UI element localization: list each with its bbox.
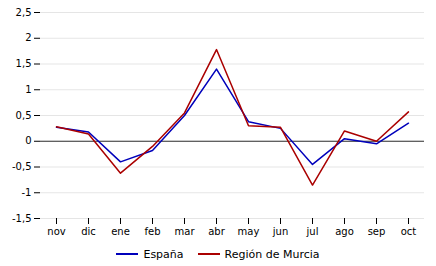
svg-text:2,5: 2,5 xyxy=(16,7,32,18)
svg-text:jun: jun xyxy=(272,226,288,237)
svg-text:-1: -1 xyxy=(22,187,32,198)
svg-text:ago: ago xyxy=(335,226,354,237)
svg-text:nov: nov xyxy=(47,226,65,237)
svg-text:0,5: 0,5 xyxy=(16,110,32,121)
html-text:España: España xyxy=(143,247,184,261)
svg-text:-0,5: -0,5 xyxy=(12,161,32,172)
svg-text:mar: mar xyxy=(175,226,196,237)
svg-text:jul: jul xyxy=(306,226,319,237)
svg-text:2: 2 xyxy=(25,32,31,43)
svg-text:abr: abr xyxy=(208,226,225,237)
svg-text:may: may xyxy=(238,226,260,237)
svg-text:dic: dic xyxy=(81,226,96,237)
svg-text:0: 0 xyxy=(25,135,31,146)
svg-text:-1,5: -1,5 xyxy=(12,213,32,224)
svg-text:feb: feb xyxy=(144,226,160,237)
svg-text:1: 1 xyxy=(25,84,31,95)
svg-text:1,5: 1,5 xyxy=(16,58,32,69)
html-text:Región de Murcia: Región de Murcia xyxy=(224,247,320,261)
svg-text:sep: sep xyxy=(368,226,386,237)
svg-text:oct: oct xyxy=(401,226,417,237)
svg-text:ene: ene xyxy=(111,226,130,237)
